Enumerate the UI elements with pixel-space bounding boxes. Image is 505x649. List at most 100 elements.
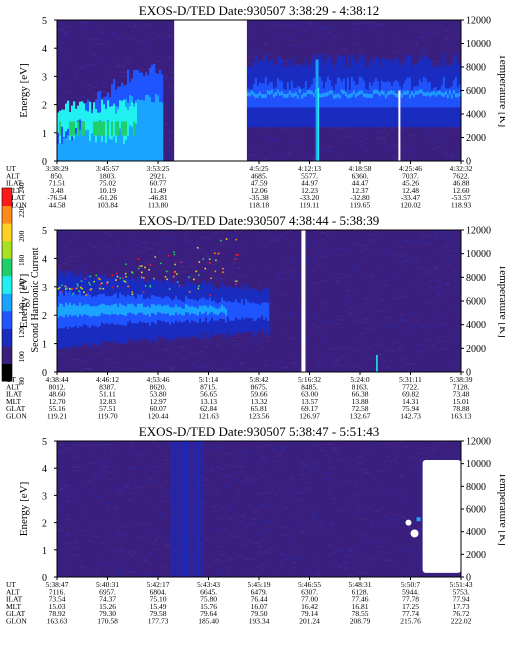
y-tick-label: 0: [42, 573, 47, 584]
colorbar-band: [2, 258, 12, 277]
orbit-cell: 4:32:32: [450, 164, 473, 173]
orbit-cell: 185.40: [198, 617, 219, 626]
orbit-cell: -76.54: [47, 193, 67, 202]
y2-axis-label: Temperature [K]: [497, 264, 505, 337]
orbit-cell: 119.65: [350, 201, 371, 210]
orbit-cell: 77.46: [352, 595, 369, 604]
y2-tick-label: 4000: [466, 527, 486, 538]
orbit-cell: 79.30: [99, 609, 116, 618]
orbit-cell: 44.47: [352, 179, 369, 188]
panel-title: EXOS-D/TED Date:930507 3:38:29 - 4:38:12: [139, 3, 379, 18]
orbit-cell: 79.50: [251, 609, 268, 618]
y-tick-label: 4: [42, 254, 47, 265]
orbit-row-label: GLAT: [6, 193, 26, 202]
orbit-cell: -32.80: [350, 193, 370, 202]
orbit-cell: 6957.: [99, 587, 116, 596]
orbit-cell: 47.59: [251, 179, 268, 188]
orbit-cell: 65.81: [251, 404, 268, 413]
orbit-cell: 15.49: [150, 602, 167, 611]
orbit-cell: 77.00: [301, 595, 318, 604]
orbit-cell: 13.32: [251, 397, 268, 406]
y-tick-label: 2: [42, 311, 47, 322]
y2-tick-label: 10000: [466, 249, 491, 260]
y2-tick-label: 0: [466, 573, 471, 584]
spectrogram-panel-1: EXOS-D/TED Date:930507 3:38:29 - 4:38:12…: [6, 3, 505, 210]
orbit-cell: 45.26: [402, 179, 419, 188]
orbit-cell: -35.38: [249, 193, 269, 202]
y-axis-label: Energy [eV]: [18, 482, 30, 536]
y2-tick-label: 10000: [466, 459, 491, 470]
orbit-cell: 4:38:44: [46, 375, 69, 384]
orbit-cell: 76.44: [251, 595, 268, 604]
orbit-cell: 208.79: [350, 617, 371, 626]
orbit-row-label: GLAT: [6, 609, 26, 618]
orbit-row-label: MLT: [6, 602, 22, 611]
colorbar-label: Second Harmonic Current: [30, 247, 41, 352]
orbit-cell: 177.73: [148, 617, 169, 626]
spectrogram-cells: [57, 441, 461, 577]
orbit-cell: 53.80: [150, 390, 167, 399]
orbit-cell: 850.: [50, 171, 63, 180]
orbit-cell: 8485.: [301, 382, 318, 391]
orbit-cell: 120.02: [400, 201, 421, 210]
orbit-cell: 163.63: [47, 617, 68, 626]
orbit-cell: 56.65: [200, 390, 217, 399]
colorbar-tick-label: 240: [17, 182, 26, 194]
y-tick-label: 1: [42, 340, 47, 351]
panel-title: EXOS-D/TED Date:930507 4:38:44 - 5:38:39: [139, 213, 379, 228]
colorbar-band: [2, 205, 12, 224]
orbit-cell: 75.02: [99, 179, 116, 188]
orbit-cell: 12.48: [402, 186, 419, 195]
orbit-cell: 59.66: [251, 390, 268, 399]
y2-tick-label: 2000: [466, 344, 486, 355]
orbit-cell: -33.47: [401, 193, 421, 202]
orbit-cell: 76.72: [453, 609, 470, 618]
orbit-table: UT4:38:444:46:124:53:465:1:145:8:425:16:…: [6, 375, 473, 421]
orbit-cell: 215.76: [400, 617, 421, 626]
orbit-cell: 118.93: [451, 201, 472, 210]
orbit-cell: 11.49: [150, 186, 167, 195]
orbit-cell: 12.83: [99, 397, 116, 406]
orbit-cell: 15.03: [49, 602, 66, 611]
y2-axis-label: Temperature [K]: [497, 472, 505, 545]
colorbar-tick-label: 100: [17, 351, 26, 363]
y2-tick-label: 8000: [466, 273, 486, 284]
orbit-cell: 7037.: [402, 171, 419, 180]
orbit-cell: 62.84: [200, 404, 217, 413]
orbit-cell: 79.58: [150, 609, 167, 618]
orbit-row-label: ALT: [6, 382, 20, 391]
orbit-cell: 5:43:43: [197, 580, 220, 589]
y-tick-label: 0: [42, 157, 47, 168]
orbit-cell: 3:53:25: [147, 164, 170, 173]
orbit-cell: 7128.: [453, 382, 470, 391]
orbit-cell: 6307.: [301, 587, 318, 596]
y-axis-label: Energy [eV]: [18, 63, 30, 117]
orbit-cell: 1803.: [99, 171, 116, 180]
orbit-cell: 119.11: [299, 201, 319, 210]
orbit-cell: 77.78: [402, 595, 419, 604]
orbit-cell: 6128.: [352, 587, 369, 596]
orbit-cell: 4:53:46: [147, 375, 170, 384]
orbit-cell: 66.38: [352, 390, 369, 399]
orbit-cell: 5:48:31: [349, 580, 372, 589]
orbit-row-label: ILAT: [6, 595, 23, 604]
y-tick-label: 5: [42, 437, 47, 448]
orbit-cell: 16.07: [251, 602, 268, 611]
y2-tick-label: 10000: [466, 39, 491, 50]
y2-tick-label: 6000: [466, 505, 486, 516]
orbit-cell: 4:25:46: [399, 164, 422, 173]
y-tick-label: 4: [42, 464, 47, 475]
orbit-cell: 119.21: [47, 412, 68, 421]
y-tick-label: 0: [42, 368, 47, 379]
y-tick-label: 2: [42, 101, 47, 112]
colorbar-tick-label: 220: [17, 206, 26, 218]
colorbar-tick-label: 200: [17, 230, 26, 242]
orbit-cell: 71.51: [49, 179, 66, 188]
spectrogram-panel-3: EXOS-D/TED Date:930507 5:38:47 - 5:51:43…: [6, 424, 505, 626]
y2-axis-label: Temperature [K]: [497, 54, 505, 127]
orbit-cell: 118.18: [249, 201, 270, 210]
orbit-cell: 75.80: [200, 595, 217, 604]
y2-tick-label: 6000: [466, 297, 486, 308]
orbit-cell: 5:50:7: [401, 580, 420, 589]
